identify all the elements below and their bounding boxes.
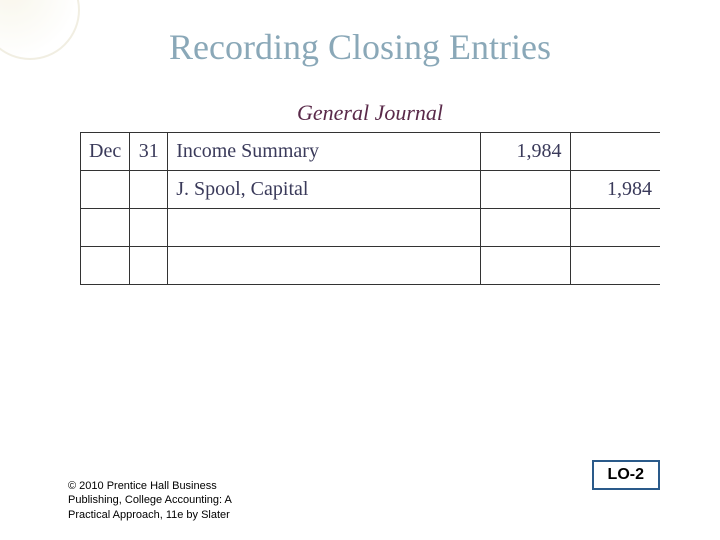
table-row: J. Spool, Capital 1,984	[81, 171, 661, 209]
journal-heading: General Journal	[80, 100, 660, 126]
cell-day: 31	[130, 133, 168, 171]
cell-desc	[168, 209, 480, 247]
cell-debit	[480, 247, 570, 285]
journal-container: General Journal Dec 31 Income Summary 1,…	[80, 100, 660, 285]
cell-debit	[480, 171, 570, 209]
cell-debit: 1,984	[480, 133, 570, 171]
footer-line: Publishing, College Accounting: A	[68, 493, 232, 507]
cell-credit	[570, 209, 660, 247]
journal-table: Dec 31 Income Summary 1,984 J. Spool, Ca…	[80, 132, 660, 285]
cell-credit	[570, 133, 660, 171]
cell-month	[81, 247, 130, 285]
footer-line: Practical Approach, 11e by Slater	[68, 508, 232, 522]
cell-month	[81, 209, 130, 247]
cell-desc	[168, 247, 480, 285]
cell-desc: Income Summary	[168, 133, 480, 171]
cell-credit: 1,984	[570, 171, 660, 209]
copyright-footer: © 2010 Prentice Hall Business Publishing…	[68, 479, 232, 522]
cell-month	[81, 171, 130, 209]
lo-badge: LO-2	[592, 460, 660, 490]
footer-line: © 2010 Prentice Hall Business	[68, 479, 232, 493]
table-row: Dec 31 Income Summary 1,984	[81, 133, 661, 171]
cell-desc: J. Spool, Capital	[168, 171, 480, 209]
table-row	[81, 209, 661, 247]
cell-month: Dec	[81, 133, 130, 171]
cell-day	[130, 171, 168, 209]
cell-day	[130, 209, 168, 247]
cell-day	[130, 247, 168, 285]
cell-credit	[570, 247, 660, 285]
cell-debit	[480, 209, 570, 247]
page-title: Recording Closing Entries	[0, 26, 720, 68]
table-row	[81, 247, 661, 285]
